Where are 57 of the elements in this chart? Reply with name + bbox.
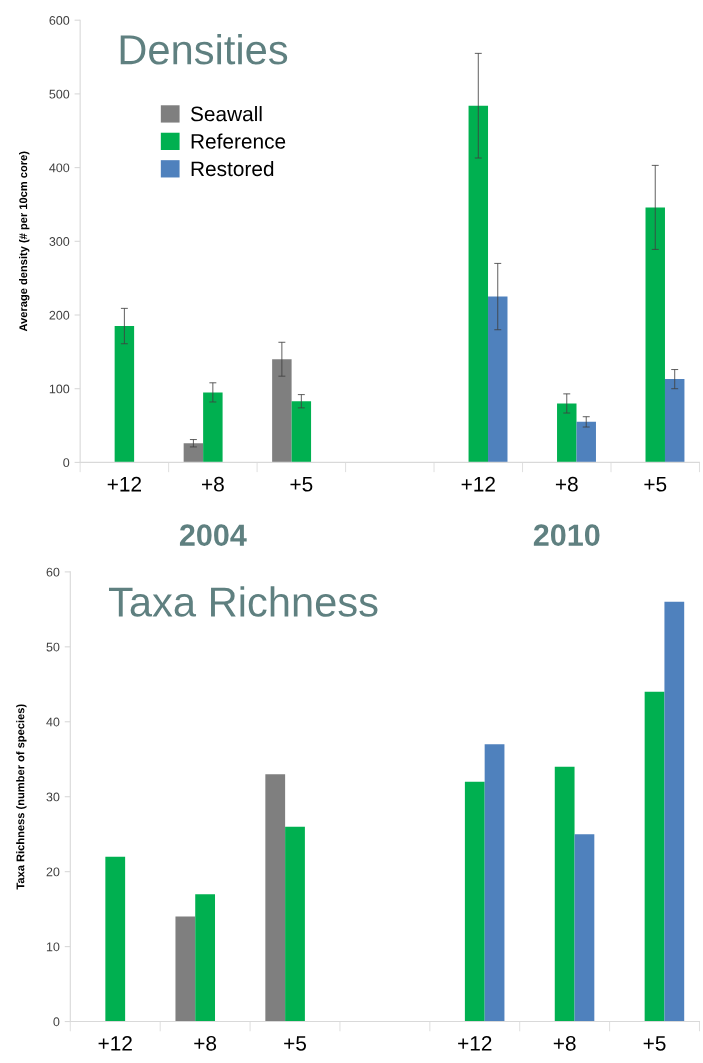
bar: [557, 403, 577, 463]
x-tick-label: +5: [284, 1036, 307, 1051]
bar: [175, 916, 196, 1022]
y-tick-label: 0: [63, 458, 70, 468]
y-axis-title: Taxa Richness (number of species): [16, 704, 27, 890]
y-tick-label: 600: [49, 16, 70, 25]
y-tick-label: 50: [46, 642, 60, 652]
legend-label: Seawall: [190, 106, 262, 122]
x-tick-label: +5: [290, 477, 313, 492]
bar: [554, 766, 575, 1022]
x-tick-label: +5: [643, 1036, 666, 1051]
text: 2010: [533, 524, 600, 546]
y-tick-label: 60: [46, 567, 60, 577]
bar: [576, 421, 596, 463]
x-tick-label: +8: [553, 1035, 576, 1051]
x-tick-label: +12: [461, 476, 495, 492]
bar: [484, 744, 505, 1022]
y-tick-label: 500: [49, 89, 70, 99]
bar: [114, 326, 135, 463]
y-tick-label: 30: [46, 792, 60, 802]
chart-title: Densities: [120, 33, 288, 65]
bar: [183, 443, 204, 463]
chart-title: Taxa Richness: [108, 586, 378, 617]
bar: [645, 207, 665, 463]
bar: [203, 392, 223, 463]
bar: [468, 105, 489, 463]
y-tick-label: 400: [49, 163, 70, 173]
bar: [291, 401, 312, 463]
x-tick-label: +12: [98, 1035, 132, 1051]
bar: [272, 359, 292, 463]
y-axis-title: Average density (# per 10cm core): [19, 151, 30, 332]
y-tick-label: 10: [46, 942, 60, 952]
y-tick-label: 200: [49, 310, 70, 320]
bar: [488, 296, 508, 463]
y-tick-label: 40: [46, 717, 60, 727]
x-tick-label: +5: [644, 477, 667, 492]
y-tick-label: 100: [49, 384, 70, 394]
x-tick-label: +8: [202, 476, 224, 492]
bar: [664, 601, 685, 1022]
bar: [195, 894, 216, 1022]
x-tick-label: +8: [555, 476, 578, 492]
bar: [105, 856, 126, 1022]
x-tick-label: +8: [194, 1035, 217, 1051]
y-tick-label: 0: [53, 1017, 60, 1027]
bar: [574, 834, 595, 1022]
y-tick-label: 20: [46, 867, 60, 877]
text: 2004: [179, 524, 247, 546]
bar: [285, 826, 305, 1022]
x-tick-label: +12: [107, 476, 141, 492]
bar: [644, 691, 665, 1022]
bar: [664, 379, 685, 463]
x-tick-label: +12: [458, 1035, 492, 1051]
bar: [464, 781, 485, 1022]
bar: [265, 774, 286, 1022]
y-tick-label: 300: [49, 237, 70, 246]
legend-label: Restored: [191, 160, 274, 177]
legend-label: Reference: [191, 133, 286, 149]
